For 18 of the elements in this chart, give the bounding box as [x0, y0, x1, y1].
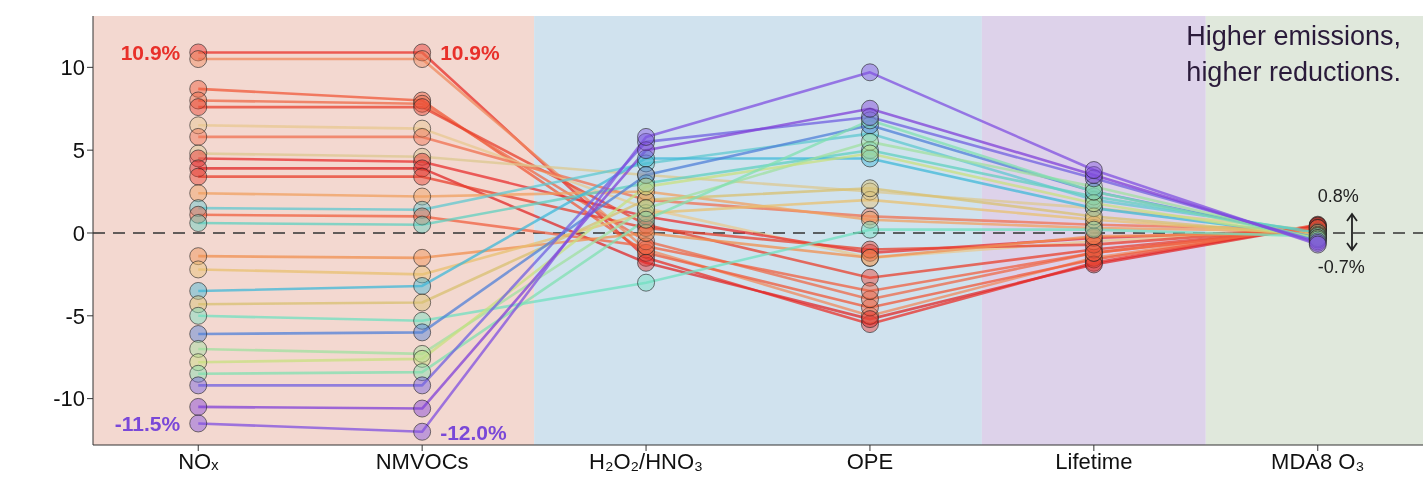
annotation: Higher emissions, higher reductions.: [1186, 20, 1401, 89]
x-tick-label: OPE: [846, 448, 894, 474]
x-tick-label: MDA8 O₃: [1271, 448, 1365, 474]
annotation: 0.8%: [1317, 185, 1359, 206]
x-tick-label: NMVOCs: [375, 448, 469, 474]
annotation: -0.7%: [1317, 256, 1365, 277]
y-tick-label: -10: [53, 386, 85, 412]
annotation: 10.9%: [120, 41, 181, 65]
annotation: 10.9%: [440, 41, 501, 65]
y-tick-label: 10: [60, 55, 85, 81]
y-tick-label: 0: [72, 220, 85, 246]
annotation: -12.0%: [440, 420, 508, 444]
x-tick-label: Lifetime: [1055, 448, 1133, 474]
annotation: -11.5%: [114, 412, 181, 436]
y-tick-label: 5: [72, 137, 85, 163]
x-tick-label: H₂O₂/HNO₃: [589, 448, 704, 474]
x-tick-label: NOₓ: [178, 448, 220, 474]
y-tick-label: -5: [65, 303, 85, 329]
